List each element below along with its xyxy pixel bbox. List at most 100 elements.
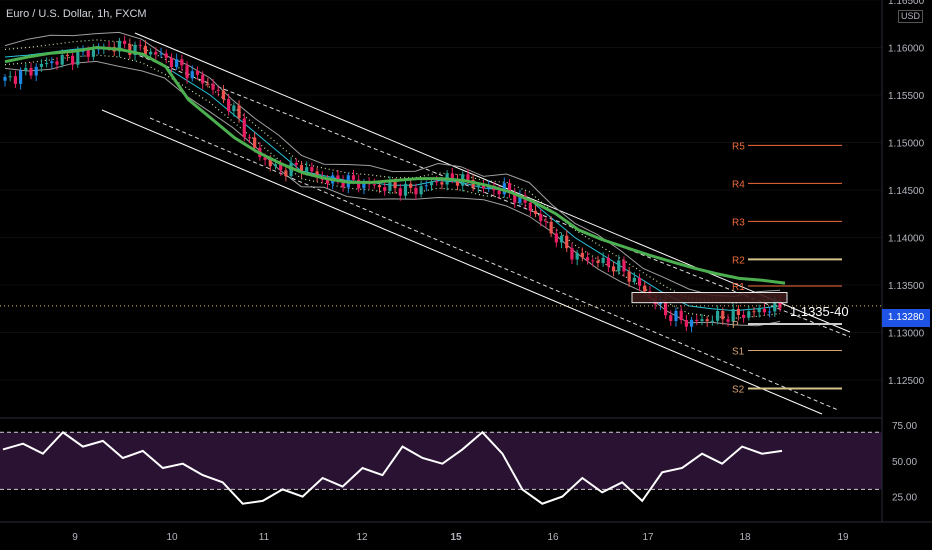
candle-body [705,319,709,322]
candle-body [528,202,532,211]
candle-body [533,210,538,215]
candle-body [50,61,54,64]
candle-body [362,182,366,189]
pivot-label: R1 [732,282,745,293]
candle-body [159,53,163,55]
candle-body [221,90,226,100]
candle-body [294,162,298,166]
candle-body [263,157,267,160]
rsi-band [0,432,882,490]
moving-average [4,45,786,285]
candle-body [29,67,33,76]
candle-body [409,183,413,188]
candle-body [76,51,80,65]
candle-body [55,61,59,65]
candle-body [91,49,96,57]
channel-lower-line [101,109,823,415]
bb-dotted-upper [4,39,781,304]
rsi-tick-label: 75.00 [892,421,917,432]
candle-body [357,179,361,189]
price-tick-label: 1.12500 [888,376,925,387]
candle-body [24,67,28,71]
candle-body [13,76,18,84]
candle-body [247,137,252,139]
candle-body [575,252,579,260]
candle-body [175,59,179,68]
pivot-label: S2 [732,385,745,396]
price-tick-label: 1.13500 [888,281,925,292]
candle-body [669,315,673,322]
candle-body [398,188,402,196]
candle-body [154,51,158,55]
date-tick-label: 10 [166,532,178,543]
symbol-title: Euro / U.S. Dollar, 1h, FXCM [6,8,147,20]
candle-body [741,314,746,318]
candle-body [773,300,777,312]
candle-body [554,233,558,243]
candle-body [149,51,153,55]
candle-body [710,320,714,322]
candle-body [424,185,428,187]
candle-body [372,184,376,186]
candle-body [419,186,423,195]
candle-body [253,137,257,148]
candle-body [565,235,569,249]
pivot-levels: R5 R4 R3 R2 R1 P S1 S2 [0,141,882,396]
pivot-label: R3 [732,217,745,228]
bb-upper [4,31,781,297]
rsi-tick-label: 25.00 [892,493,917,504]
price-tick-label: 1.15000 [888,139,925,150]
candle-body [310,167,314,172]
candle-body [34,66,38,76]
pivot-label: R2 [732,255,745,266]
bb-basis [4,46,781,312]
candle-body [305,167,309,173]
candle-body [195,71,200,75]
candle-body [585,257,590,261]
candle-body [596,260,600,263]
candle-body [450,173,454,180]
candle-body [481,185,486,189]
grid [0,0,882,381]
candle-body [497,190,501,195]
candle-body [211,83,215,90]
candle-body [8,76,12,78]
channel-upper-line [134,32,851,333]
candle-body [227,99,231,112]
ma-line [4,45,786,285]
candle-body [632,277,636,282]
candle-body [117,40,122,52]
candle-body [232,105,236,112]
candle-body [747,311,751,318]
candle-body [435,181,439,183]
candle-body [580,252,584,258]
date-tick-label: 17 [642,532,654,543]
candle-body [502,183,506,195]
candle-body [689,319,694,327]
candle-body [643,285,647,292]
candle-body [65,54,70,56]
candle-body [684,320,688,327]
candle-body [393,182,397,189]
candle-body [341,180,345,188]
candle-body [185,65,189,79]
candle-body [19,70,23,84]
candle-body [143,45,148,55]
candle-body [601,257,605,263]
candle-body [767,311,772,313]
candle-body [403,183,408,196]
candle-body [216,89,220,91]
candle-body [715,310,720,321]
pivot-label: R5 [732,141,745,152]
trend-channel [101,32,851,415]
rsi-pane: 75.00 50.00 25.00 [0,421,917,505]
candle-body [549,221,553,234]
price-tick-label: 1.16000 [888,44,925,55]
candle-body [757,308,761,313]
candle-body [351,175,356,180]
date-tick-label: 15 [450,532,462,543]
price-tick-label: 1.13000 [888,329,925,340]
date-tick-label: 19 [837,532,849,543]
currency-badge: USD [898,10,924,23]
